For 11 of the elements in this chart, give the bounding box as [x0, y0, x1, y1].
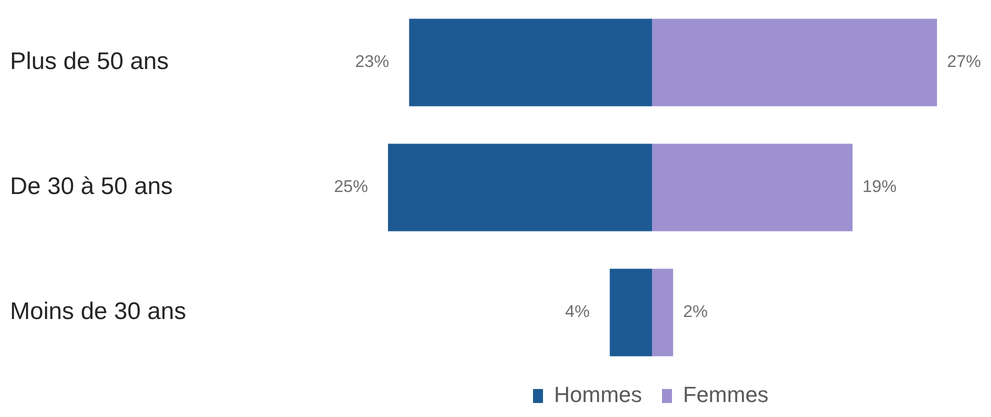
data-label: 4% — [565, 302, 590, 322]
y-tick-label: Moins de 30 ans — [10, 298, 186, 326]
data-label: 2% — [683, 302, 708, 322]
data-label: 19% — [862, 177, 897, 196]
legend-label: Femmes — [683, 382, 769, 408]
data-label: 25% — [334, 177, 368, 196]
y-tick-label: Plus de 50 ans — [10, 48, 169, 76]
legend-label: Hommes — [554, 382, 642, 408]
data-label: 27% — [947, 52, 982, 72]
y-tick-label: De 30 à 50 ans — [10, 173, 173, 200]
data-label: 23% — [355, 52, 390, 72]
